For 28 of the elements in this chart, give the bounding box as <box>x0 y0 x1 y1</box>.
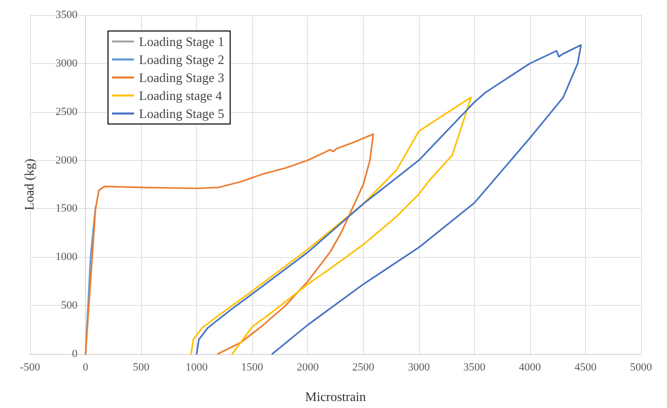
y-tick-label: 500 <box>61 300 78 312</box>
x-tick-label: 2500 <box>352 362 375 374</box>
x-tick-label: 4500 <box>574 362 597 374</box>
y-tick-label: 3000 <box>56 57 78 70</box>
x-tick-label: 2000 <box>296 362 320 374</box>
legend-label: Loading stage 4 <box>139 88 223 103</box>
legend-label: Loading Stage 3 <box>139 70 224 85</box>
y-axis-title: Load (kg) <box>22 158 37 210</box>
x-tick-label: 3500 <box>463 362 486 374</box>
y-tick-label: 3500 <box>56 9 78 21</box>
x-tick-label: 4000 <box>518 362 542 374</box>
x-tick-label: 3000 <box>408 362 430 374</box>
y-tick-label: 2000 <box>56 154 78 166</box>
x-tick-label: -500 <box>20 362 41 374</box>
x-tick-label: 500 <box>132 362 150 374</box>
y-tick-label: 1500 <box>56 202 78 215</box>
legend-label: Loading Stage 2 <box>139 52 224 67</box>
y-tick-label: 0 <box>72 348 78 360</box>
x-tick-label: 5000 <box>630 362 652 374</box>
y-tick-label: 1000 <box>56 251 78 264</box>
legend-label: Loading Stage 1 <box>139 34 224 49</box>
x-axis-title: Microstrain <box>305 389 366 404</box>
line-series <box>84 133 374 355</box>
x-tick-label: 1000 <box>186 362 208 374</box>
legend-label: Loading Stage 5 <box>139 106 224 121</box>
y-tick-label: 2500 <box>56 106 78 118</box>
x-tick-label: 1500 <box>241 362 264 374</box>
x-tick-label: 0 <box>82 362 89 374</box>
